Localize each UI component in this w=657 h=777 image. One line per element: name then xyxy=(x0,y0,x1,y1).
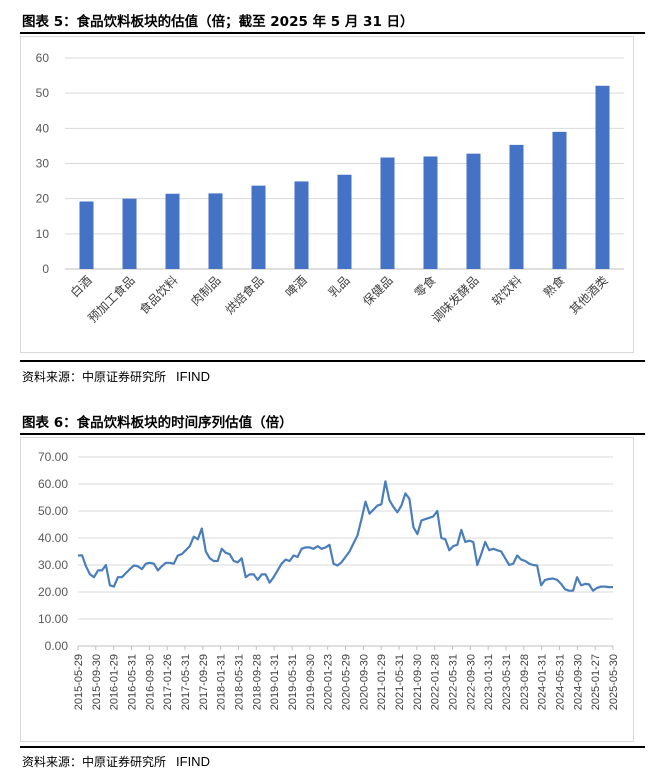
figure-6-source-label: 资料来源：中原证券研究所 xyxy=(22,755,167,769)
figure-6-top-rule xyxy=(20,433,645,435)
bar xyxy=(208,193,223,269)
bar-y-tick-label: 50 xyxy=(36,86,50,100)
line-x-tick-label: 2021-09-30 xyxy=(412,654,424,710)
bar xyxy=(380,157,395,269)
line-y-tick-label: 10.00 xyxy=(38,612,68,626)
line-x-tick-label: 2024-09-30 xyxy=(572,654,584,710)
line-x-tick-label: 2020-01-23 xyxy=(323,654,335,710)
line-x-tick-label: 2020-05-29 xyxy=(341,654,353,710)
line-x-tick-label: 2025-01-27 xyxy=(590,654,602,710)
line-x-tick-label: 2017-01-26 xyxy=(162,654,174,710)
figure-5-source: 资料来源：中原证券研究所 IFIND xyxy=(22,368,210,385)
line-x-tick-label: 2018-09-28 xyxy=(251,654,263,710)
line-x-tick-label: 2024-05-31 xyxy=(555,654,567,710)
line-chart-panel: 0.00 10.00 20.00 30.00 40.00 50.00 60.00 70.00 … xyxy=(20,437,645,744)
figure-5-source-vendor: IFIND xyxy=(176,369,210,384)
line-x-tick-label: 2016-09-30 xyxy=(144,654,156,710)
line-y-tick-label: 40.00 xyxy=(38,531,68,545)
line-chart-frame xyxy=(20,437,634,742)
line-chart: 0.0010.0020.0030.0040.0050.0060.0070.00 … xyxy=(20,437,634,742)
bar xyxy=(79,201,94,269)
line-series xyxy=(77,480,613,592)
bar-y-tick-label: 40 xyxy=(36,121,50,135)
line-x-tick-label: 2021-01-29 xyxy=(376,654,388,710)
line-x-tick-label: 2023-05-31 xyxy=(501,654,513,710)
line-x-tick-label: 2022-05-31 xyxy=(448,654,460,710)
line-y-tick-label: 0.00 xyxy=(45,639,69,653)
bar xyxy=(509,144,524,269)
bar xyxy=(294,181,309,269)
bar xyxy=(251,185,266,269)
bar xyxy=(122,198,137,269)
figure-6-title: 图表 6：食品饮料板块的时间序列估值（倍） xyxy=(22,415,293,431)
figure-6-bottom-rule xyxy=(20,746,645,748)
line-x-tick-label: 2016-01-29 xyxy=(109,654,121,710)
line-y-tick-label: 20.00 xyxy=(38,585,68,599)
line-x-tick-label: 2017-05-31 xyxy=(180,654,192,710)
line-x-tick-label: 2015-05-29 xyxy=(73,654,85,710)
bar xyxy=(595,85,610,269)
line-x-tick-label: 2019-09-30 xyxy=(305,654,317,710)
line-x-tick-label: 2022-09-30 xyxy=(465,654,477,710)
figure-5-title: 图表 5：食品饮料板块的估值（倍；截至 2025 年 5 月 31 日） xyxy=(22,14,414,30)
line-x-tick-label: 2016-05-31 xyxy=(127,654,139,710)
line-x-tick-label: 2015-09-30 xyxy=(91,654,103,710)
bar-chart-frame xyxy=(20,36,634,353)
line-x-tick-label: 2017-09-29 xyxy=(198,654,210,710)
line-x-tick-label: 2025-05-30 xyxy=(608,654,620,710)
bar xyxy=(337,174,352,269)
line-y-tick-label: 70.00 xyxy=(38,450,68,464)
line-x-tick-label: 2019-05-31 xyxy=(287,654,299,710)
line-y-tick-label: 50.00 xyxy=(38,504,68,518)
line-x-tick-label: 2019-01-31 xyxy=(269,654,281,710)
figure-6-source: 资料来源：中原证券研究所 IFIND xyxy=(22,753,210,770)
figure-6-source-vendor: IFIND xyxy=(176,754,210,769)
line-x-tick-label: 2024-01-31 xyxy=(537,654,549,710)
bar-chart: 0102030405060 白酒预加工食品 食品饮料 肉制品 烘焙食品 啤酒 乳品 保健品零… xyxy=(20,36,634,353)
bar xyxy=(423,156,438,269)
bar-y-tick-label: 60 xyxy=(36,51,50,65)
figure-5-top-rule xyxy=(20,32,645,34)
bar-y-tick-label: 20 xyxy=(36,192,50,206)
line-x-tick-label: 2023-01-31 xyxy=(483,654,495,710)
bar-y-tick-label: 30 xyxy=(36,157,50,171)
figure-5-bottom-rule xyxy=(20,360,645,362)
bar xyxy=(466,153,481,269)
bar xyxy=(165,193,180,269)
line-x-tick-label: 2020-09-30 xyxy=(358,654,370,710)
bar xyxy=(552,131,567,269)
line-y-tick-label: 60.00 xyxy=(38,477,68,491)
figure-5-source-label: 资料来源：中原证券研究所 xyxy=(22,370,167,384)
line-x-tick-label: 2021-05-31 xyxy=(394,654,406,710)
bar-y-tick-label: 10 xyxy=(36,227,50,241)
line-x-tick-label: 2018-05-31 xyxy=(234,654,246,710)
line-x-tick-label: 2018-01-31 xyxy=(216,654,228,710)
line-x-tick-label: 2023-09-28 xyxy=(519,654,531,710)
line-x-tick-label: 2022-01-28 xyxy=(430,654,442,710)
line-y-tick-label: 30.00 xyxy=(38,558,68,572)
bar-chart-panel: 0 10 20 30 40 50 60 白酒 预加工食品 食品饮料 肉制品 烘焙食品 啤酒 乳品 保健品零… xyxy=(20,36,645,357)
bar-y-tick-label: 0 xyxy=(42,262,49,276)
